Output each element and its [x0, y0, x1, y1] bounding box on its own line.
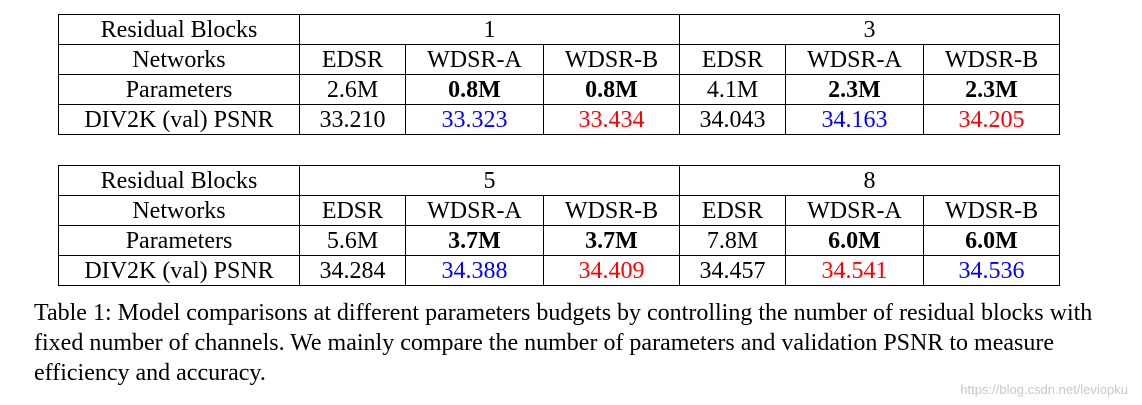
network-name-cell: WDSR-B	[923, 44, 1060, 75]
psnr-row: DIV2K (val) PSNR 34.284 34.388 34.409 34…	[58, 255, 1060, 286]
parameters-cell: 6.0M	[923, 225, 1060, 256]
residual-blocks-row: Residual Blocks 5 8	[58, 165, 1060, 196]
residual-blocks-row: Residual Blocks 1 3	[58, 14, 1060, 45]
group-header: 5	[299, 165, 680, 196]
psnr-cell: 34.043	[679, 104, 786, 135]
parameters-cell: 2.6M	[299, 74, 406, 105]
network-name-cell: WDSR-A	[405, 195, 544, 226]
parameters-cell: 2.3M	[923, 74, 1060, 105]
group-header: 8	[679, 165, 1060, 196]
parameters-cell: 0.8M	[405, 74, 544, 105]
psnr-cell-second: 34.388	[405, 255, 544, 286]
row-label-psnr: DIV2K (val) PSNR	[58, 255, 300, 286]
watermark: https://blog.csdn.net/leviopku	[960, 382, 1128, 397]
group-header: 1	[299, 14, 680, 45]
parameters-cell: 4.1M	[679, 74, 786, 105]
table-caption: Table 1: Model comparisons at different …	[34, 300, 1093, 386]
network-name-cell: EDSR	[299, 195, 406, 226]
network-name-cell: WDSR-A	[785, 195, 924, 226]
psnr-cell-best: 34.541	[785, 255, 924, 286]
network-name-cell: EDSR	[679, 195, 786, 226]
comparison-table-1: Residual Blocks 1 3 Networks EDSR WDSR-A…	[58, 14, 1060, 135]
parameters-row: Parameters 5.6M 3.7M 3.7M 7.8M 6.0M 6.0M	[58, 225, 1060, 256]
row-label-parameters: Parameters	[58, 225, 300, 256]
psnr-cell-best: 34.205	[923, 104, 1060, 135]
parameters-cell: 0.8M	[543, 74, 680, 105]
psnr-cell: 34.457	[679, 255, 786, 286]
psnr-cell-best: 34.409	[543, 255, 680, 286]
psnr-cell-best: 33.434	[543, 104, 680, 135]
row-label-residual-blocks: Residual Blocks	[58, 165, 300, 196]
psnr-cell-second: 34.536	[923, 255, 1060, 286]
psnr-cell: 34.284	[299, 255, 406, 286]
row-label-residual-blocks: Residual Blocks	[58, 14, 300, 45]
psnr-cell-second: 33.323	[405, 104, 544, 135]
parameters-cell: 7.8M	[679, 225, 786, 256]
psnr-row: DIV2K (val) PSNR 33.210 33.323 33.434 34…	[58, 104, 1060, 135]
row-label-psnr: DIV2K (val) PSNR	[58, 104, 300, 135]
psnr-cell: 33.210	[299, 104, 406, 135]
parameters-cell: 2.3M	[785, 74, 924, 105]
network-name-cell: EDSR	[299, 44, 406, 75]
row-label-parameters: Parameters	[58, 74, 300, 105]
psnr-cell-second: 34.163	[785, 104, 924, 135]
parameters-row: Parameters 2.6M 0.8M 0.8M 4.1M 2.3M 2.3M	[58, 74, 1060, 105]
comparison-table-2: Residual Blocks 5 8 Networks EDSR WDSR-A…	[58, 165, 1060, 286]
network-name-cell: WDSR-B	[923, 195, 1060, 226]
parameters-cell: 6.0M	[785, 225, 924, 256]
row-label-networks: Networks	[58, 44, 300, 75]
network-name-cell: WDSR-A	[405, 44, 544, 75]
networks-row: Networks EDSR WDSR-A WDSR-B EDSR WDSR-A …	[58, 44, 1060, 75]
parameters-cell: 5.6M	[299, 225, 406, 256]
parameters-cell: 3.7M	[405, 225, 544, 256]
network-name-cell: EDSR	[679, 44, 786, 75]
parameters-cell: 3.7M	[543, 225, 680, 256]
row-label-networks: Networks	[58, 195, 300, 226]
network-name-cell: WDSR-B	[543, 44, 680, 75]
group-header: 3	[679, 14, 1060, 45]
networks-row: Networks EDSR WDSR-A WDSR-B EDSR WDSR-A …	[58, 195, 1060, 226]
network-name-cell: WDSR-A	[785, 44, 924, 75]
network-name-cell: WDSR-B	[543, 195, 680, 226]
